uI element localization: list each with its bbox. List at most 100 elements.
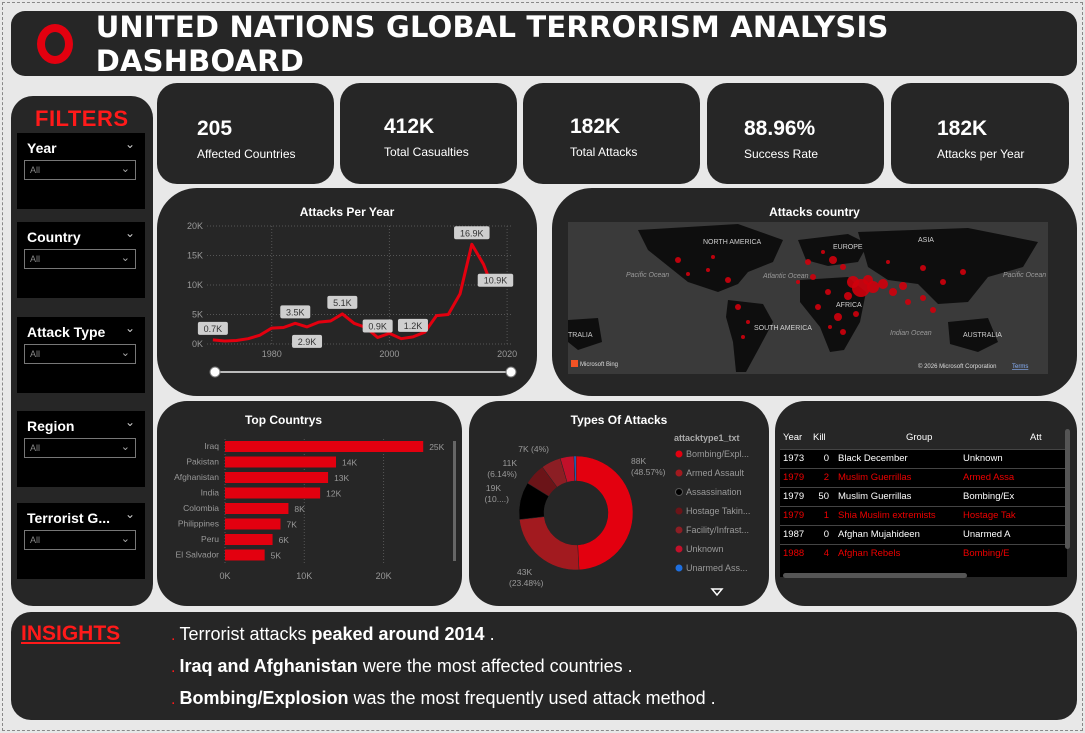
attacks-table[interactable]: Year Kill Group Att 1973 0 Black December U…: [780, 427, 1067, 577]
legend-item[interactable]: Hostage Takin...: [686, 506, 750, 516]
insights-title: INSIGHTS: [21, 622, 121, 645]
chevron-down-icon[interactable]: ⌄: [124, 507, 135, 521]
legend-marker: [675, 526, 683, 534]
attack-location-dot: [686, 272, 690, 276]
data-label: 1.2K: [404, 321, 423, 331]
slicer-country[interactable]: Country ⌄ All ⌄: [17, 222, 145, 298]
attack-location-dot: [920, 295, 926, 301]
kpi-value: 88.96%: [744, 117, 816, 140]
map-terms-link[interactable]: Terms: [1012, 364, 1028, 370]
col-header-year[interactable]: Year: [780, 427, 810, 449]
attack-location-dot: [840, 329, 846, 335]
chevron-down-icon[interactable]: ⌄: [124, 226, 135, 240]
donut-chart: 88K(48.57%) 43K(23.48%) 19K(10....) 11K(6.1…: [484, 433, 750, 597]
world-map[interactable]: NORTH AMERICA EUROPE ASIA Pacific Ocean Atla…: [568, 222, 1048, 374]
x-tick-label: 1980: [262, 349, 282, 359]
legend-item[interactable]: Assassination: [686, 487, 742, 497]
attack-location-dot: [930, 307, 936, 313]
vertical-scrollbar[interactable]: [453, 441, 456, 561]
legend-scroll-down-icon[interactable]: [710, 588, 724, 597]
attack-location-dot: [867, 281, 879, 293]
australia-land: [948, 318, 998, 352]
europe-land: [798, 234, 868, 266]
legend-item[interactable]: Unarmed Ass...: [686, 563, 748, 573]
category-label: India: [201, 488, 220, 498]
legend-item[interactable]: Facility/Infrast...: [686, 525, 749, 535]
page-title: UNITED NATIONS GLOBAL TERRORISM ANALYSIS…: [95, 9, 889, 78]
table-row[interactable]: 1988 4 Afghan Rebels Bombing/E: [780, 543, 1067, 563]
bar-value-label: 12K: [326, 489, 341, 499]
bar-value-label: 6K: [279, 535, 290, 545]
slicer-dropdown[interactable]: All ⌄: [24, 160, 136, 180]
data-label-box: [327, 295, 358, 309]
australia-west-land: [568, 318, 602, 350]
table-row[interactable]: 1979 1 Shia Muslim extremists Hostage Tak: [780, 505, 1067, 525]
range-slider-handle-start[interactable]: [209, 366, 221, 378]
filters-title: FILTERS: [35, 106, 129, 131]
slicer-dropdown[interactable]: All ⌄: [24, 344, 136, 364]
col-header-kill[interactable]: Kill: [810, 427, 832, 449]
chevron-down-icon[interactable]: ⌄: [124, 321, 135, 335]
slicer-dropdown[interactable]: All ⌄: [24, 530, 136, 550]
y-tick-label: 5K: [192, 310, 203, 320]
attack-location-dot: [878, 279, 888, 289]
slicer-dropdown[interactable]: All ⌄: [24, 249, 136, 269]
col-header-group[interactable]: Group: [832, 427, 960, 449]
data-label: 0.7K: [204, 324, 223, 334]
slicer-dropdown[interactable]: All ⌄: [24, 438, 136, 458]
slicer-attack-type[interactable]: Attack Type ⌄ All ⌄: [17, 317, 145, 393]
cell-group: Afghan Mujahideen: [832, 524, 960, 544]
slicer-label: Attack Type: [27, 324, 106, 340]
legend-item[interactable]: Unknown: [686, 544, 724, 554]
attack-location-dot: [810, 274, 816, 280]
category-label: Philippines: [178, 519, 219, 529]
col-header-attack[interactable]: Att: [960, 427, 1067, 449]
table-row[interactable]: 1973 0 Black December Unknown: [780, 448, 1067, 468]
bar: [225, 472, 329, 483]
chevron-down-icon[interactable]: ⌄: [124, 415, 135, 429]
attack-location-dot: [853, 311, 859, 317]
cell-year: 1988: [780, 543, 810, 563]
legend-marker: [675, 450, 683, 458]
y-tick-label: 0K: [192, 339, 203, 349]
legend-item[interactable]: Armed Assault: [686, 468, 745, 478]
slicer-region[interactable]: Region ⌄ All ⌄: [17, 411, 145, 487]
kpi-value: 205: [197, 117, 233, 140]
slice-label: (48.57%): [631, 467, 666, 477]
cell-attack-type: Unarmed A: [960, 524, 1067, 544]
chevron-down-icon: ⌄: [120, 533, 130, 545]
chevron-down-icon[interactable]: ⌄: [124, 137, 135, 151]
slicer-year[interactable]: Year ⌄ All ⌄: [17, 133, 145, 209]
kpi-value: 182K: [570, 115, 621, 138]
map-region-label: EUROPE: [833, 244, 863, 251]
slice-label: 11K: [503, 458, 518, 468]
attack-location-dot: [706, 268, 710, 272]
slicer-label: Terrorist G...: [27, 510, 110, 526]
legend-item[interactable]: Bombing/Expl...: [686, 449, 749, 459]
table-row[interactable]: 1987 0 Afghan Mujahideen Unarmed A: [780, 524, 1067, 544]
cell-attack-type: Unknown: [960, 448, 1067, 468]
table-row[interactable]: 1979 2 Muslim Guerrillas Armed Assa: [780, 467, 1067, 487]
slicer-terrorist-group[interactable]: Terrorist G... ⌄ All ⌄: [17, 503, 145, 579]
map-region-label: Pacific Ocean: [626, 272, 669, 279]
map-region-label: Pacific Ocean: [1003, 272, 1046, 279]
slicer-value: All: [30, 254, 41, 264]
data-label-box: [292, 334, 323, 348]
legend-marker: [675, 545, 683, 553]
cell-kill: 2: [810, 467, 832, 487]
horizontal-scrollbar[interactable]: [783, 573, 967, 578]
attack-location-dot: [746, 320, 750, 324]
chevron-down-icon: ⌄: [120, 163, 130, 175]
attack-location-dot: [815, 304, 821, 310]
slice-label: 7K (4%): [518, 444, 549, 454]
attack-location-dot: [960, 269, 966, 275]
attack-location-dot: [844, 292, 852, 300]
bar-value-label: 7K: [287, 520, 298, 530]
attack-location-dot: [886, 260, 890, 264]
range-slider-handle-end[interactable]: [505, 366, 517, 378]
attack-location-dot: [840, 264, 846, 270]
table-row[interactable]: 1979 50 Muslim Guerrillas Bombing/Ex: [780, 486, 1067, 506]
legend-marker: [675, 488, 683, 496]
vertical-scrollbar[interactable]: [1065, 429, 1070, 549]
attacks-series-line: [212, 242, 491, 343]
